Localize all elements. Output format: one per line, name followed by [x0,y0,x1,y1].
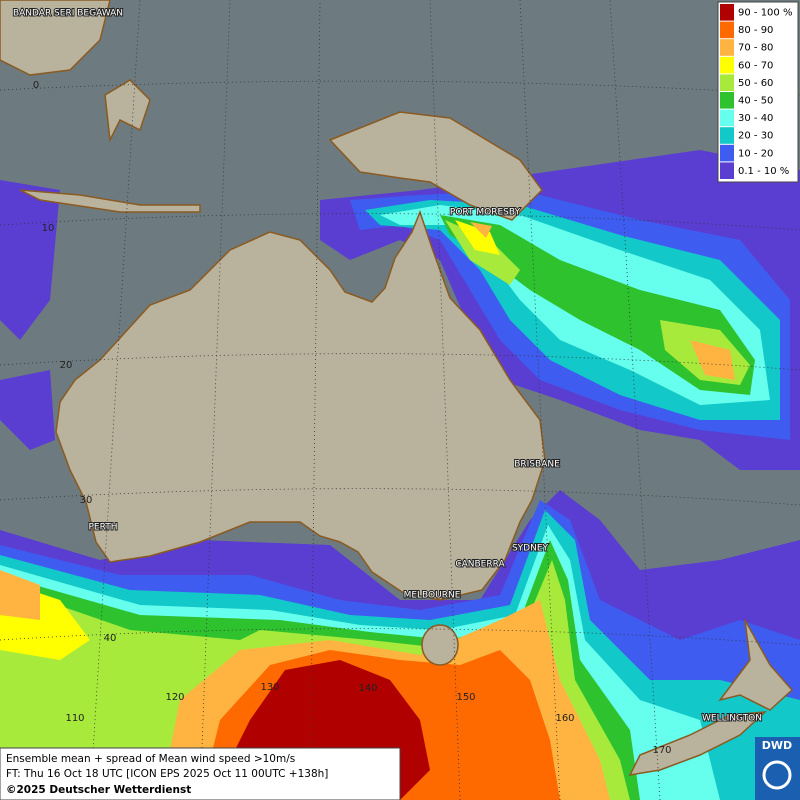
longitude-label: 110 [65,713,84,724]
info-line: ©2025 Deutscher Wetterdienst [6,784,191,796]
city-label: PORT MORESBY [450,208,521,218]
legend-label: 40 - 50 [738,96,773,107]
city-label: SYDNEY [512,544,549,554]
legend-label: 30 - 40 [738,113,773,124]
latitude-label: 10 [42,223,55,234]
longitude-label: 150 [456,692,475,703]
probability-area [470,222,492,238]
legend-swatch [720,4,734,21]
legend-swatch [720,21,734,39]
latitude-label: 30 [80,495,93,506]
longitude-label: 130 [260,682,279,693]
probability-area [690,340,735,380]
probability-area [0,180,60,340]
legend-label: 90 - 100 % [738,8,792,19]
legend-label: 0.1 - 10 % [738,166,789,177]
probability-area [0,570,40,620]
info-box [0,747,401,800]
legend-label: 80 - 90 [738,25,773,36]
city-label: CANBERRA [455,560,505,570]
legend-swatch [720,56,734,74]
latitude-label: 40 [104,633,117,644]
logo-icon [762,760,792,790]
legend-swatch [720,39,734,56]
probability-field [0,150,800,800]
legend: 90 - 100 % 80 - 90 70 - 80 60 - 70 50 - 60 40… [717,1,799,183]
legend-label: 20 - 30 [738,131,773,142]
probability-area [0,370,55,450]
longitude-label: 120 [165,692,184,703]
legend-label: 10 - 20 [738,148,773,159]
logo [755,737,800,800]
city-label: BANDAR SERI BEGAWAN [13,9,123,19]
legend-label: 60 - 70 [738,60,773,71]
longitude-label: 140 [358,683,377,694]
city-label: WELLINGTON [702,714,762,724]
latitude-label: 20 [60,360,73,371]
legend-swatch [720,109,734,127]
legend-label: 50 - 60 [738,78,773,89]
latitude-label: 0 [33,80,39,91]
logo-text: DWD [762,739,792,752]
legend-swatch [720,144,734,162]
land [0,0,794,776]
legend-swatch [720,162,734,179]
probability-area [445,220,520,285]
legend-label: 70 - 80 [738,43,773,54]
city-label: BRISBANE [514,460,560,470]
info-line: FT: Thu 16 Oct 18 UTC [ICON EPS 2025 Oct… [6,768,328,780]
legend-swatch [720,92,734,109]
city-label: PERTH [89,523,118,533]
longitude-label: 160 [555,713,574,724]
longitude-label: 170 [652,745,671,756]
city-label: MELBOURNE [404,591,461,601]
legend-swatch [720,74,734,91]
legend-swatch [720,127,734,144]
probability-area [455,220,500,255]
info-line: Ensemble mean + spread of Mean wind spee… [6,753,295,765]
